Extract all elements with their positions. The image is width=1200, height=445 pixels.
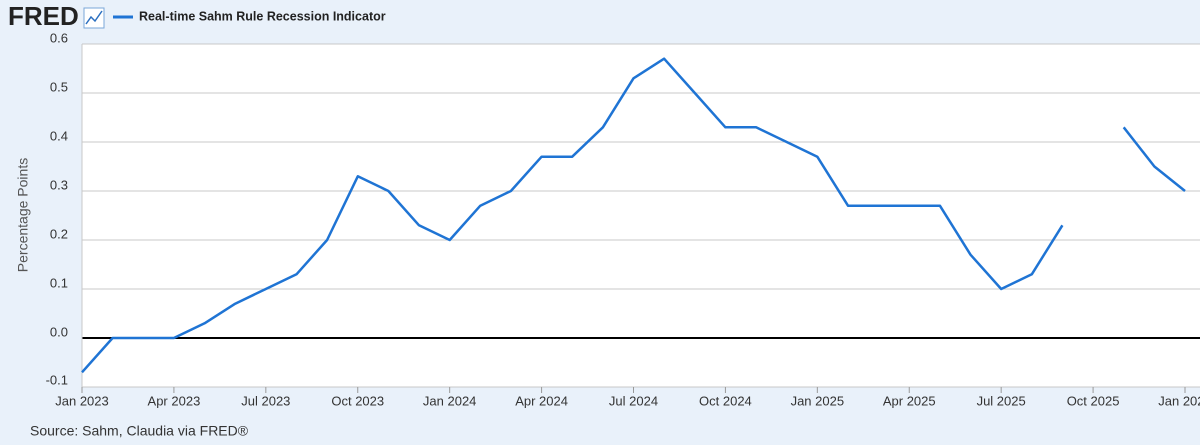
logo-icon: [83, 7, 105, 29]
y-tick-label: -0.1: [46, 372, 68, 387]
logo: FRED: [8, 1, 79, 31]
y-tick-label: 0.5: [50, 79, 68, 94]
y-tick-label: 0.3: [50, 177, 68, 192]
x-tick-label: Apr 2023: [148, 393, 201, 408]
y-axis-label: Percentage Points: [15, 158, 31, 272]
x-tick-label: Apr 2024: [515, 393, 568, 408]
data-line: [81, 57, 1186, 374]
plot-area: [82, 44, 1200, 387]
x-tick-label: Apr 2025: [883, 393, 936, 408]
x-tick-label: Jul 2025: [977, 393, 1026, 408]
y-tick-label: 0.2: [50, 226, 68, 241]
x-tick-label: Jul 2024: [609, 393, 658, 408]
x-tick-label: Oct 2024: [699, 393, 752, 408]
x-tick-label: Oct 2023: [331, 393, 384, 408]
x-tick-label: Jan 2023: [55, 393, 109, 408]
y-tick-label: 0.4: [50, 128, 68, 143]
source: Source: Sahm, Claudia via FRED®: [30, 423, 249, 439]
y-tick-label: 0.1: [50, 275, 68, 290]
x-tick-label: Jul 2023: [241, 393, 290, 408]
x-tick-label: Jan 2024: [423, 393, 477, 408]
x-tick-label: Jan 2026: [1158, 393, 1200, 408]
y-tick-label: 0.6: [50, 30, 68, 45]
x-tick-label: Jan 2025: [791, 393, 845, 408]
y-tick-label: 0.0: [50, 324, 68, 339]
x-tick-label: Oct 2025: [1067, 393, 1120, 408]
legend-label: Real-time Sahm Rule Recession Indicator: [139, 9, 386, 23]
